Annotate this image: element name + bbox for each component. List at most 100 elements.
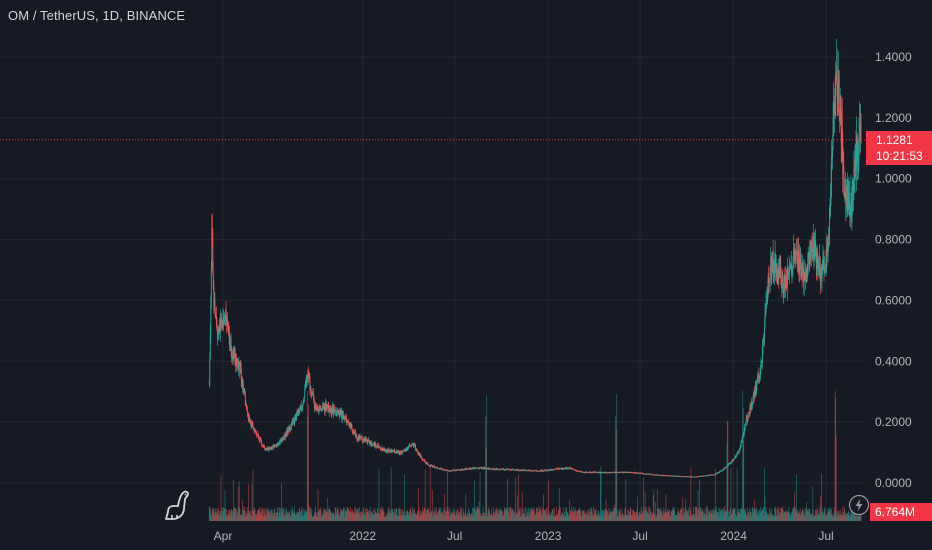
candle-body (788, 272, 790, 276)
volume-bar (241, 515, 243, 521)
volume-bar (692, 515, 694, 521)
candle-body (402, 450, 404, 452)
volume-bar (501, 510, 503, 521)
y-tick-label: 1.4000 (875, 50, 912, 64)
volume-bar (439, 507, 440, 521)
volume-bar (324, 513, 326, 521)
volume-bar (835, 435, 837, 521)
candle-body (393, 450, 395, 452)
candle-body (533, 470, 535, 472)
volume-bar (840, 509, 842, 521)
volume-bar (598, 510, 599, 521)
volume-bar (292, 510, 294, 521)
candle-body (322, 405, 324, 408)
volume-bar (723, 512, 725, 521)
volume-bar (839, 516, 841, 521)
candle-body (385, 450, 387, 452)
volume-bar (516, 514, 518, 521)
candle-body (477, 467, 478, 469)
candle-body (243, 389, 245, 394)
candle-body (220, 317, 221, 333)
volume-bar (659, 512, 661, 521)
volume-bar (345, 510, 347, 521)
volume-bar (302, 515, 304, 521)
volume-bar (572, 511, 573, 521)
candle-body (299, 407, 301, 410)
candle-body (846, 186, 848, 201)
volume-bar (620, 508, 622, 521)
volume-bar (510, 507, 511, 521)
volume-bar (705, 505, 707, 521)
candle-body (290, 427, 292, 430)
candle-body (380, 448, 382, 450)
volume-bar (529, 514, 531, 521)
candle-body (403, 449, 405, 451)
lightning-icon[interactable] (848, 494, 870, 516)
volume-bar (561, 512, 563, 521)
volume-bar (655, 516, 657, 521)
candle-body (537, 470, 539, 472)
candle-body (578, 470, 580, 472)
candle-body (562, 467, 564, 470)
volume-bar (676, 515, 678, 521)
candle-body (372, 443, 374, 445)
candle-body (622, 471, 624, 473)
candle-body (651, 474, 653, 475)
candle-body (513, 470, 515, 471)
volume-bar (215, 511, 217, 521)
volume-bar (444, 494, 445, 521)
candle-body (573, 469, 574, 470)
candle-body (498, 469, 500, 471)
volume-bar (639, 510, 641, 521)
volume-bar (843, 515, 845, 521)
candle-body (669, 475, 670, 477)
candle-body (349, 423, 350, 427)
volume-bar (547, 515, 549, 521)
volume-bar (440, 513, 441, 521)
volume-bar (275, 512, 277, 521)
volume-bar (617, 516, 619, 521)
volume-bar (569, 500, 570, 521)
candle-body (516, 469, 518, 471)
volume-bar (649, 508, 651, 521)
volume-bar (590, 511, 592, 521)
candle-body (459, 469, 461, 471)
volume-bar (258, 509, 259, 521)
volume-bar (327, 497, 329, 521)
volume-bar (629, 512, 631, 521)
volume-bar (652, 495, 654, 521)
volume-bar (319, 510, 321, 521)
volume-bar (534, 516, 536, 521)
candle-body (632, 472, 633, 474)
candle-body (711, 474, 713, 476)
candle-body (649, 474, 651, 476)
volume-bar (266, 507, 268, 521)
volume-bar (222, 511, 224, 521)
candle-body (539, 470, 541, 472)
symbol-title[interactable]: OM / TetherUS, 1D, BINANCE (8, 8, 186, 23)
volume-bar (543, 494, 544, 521)
volume-bar (545, 515, 547, 521)
candle-body (397, 451, 399, 453)
volume-bar (600, 466, 602, 521)
tradingview-dino-icon[interactable] (160, 488, 192, 522)
volume-bar (840, 515, 842, 521)
candle-body (793, 249, 794, 262)
candle-body (849, 212, 851, 215)
volume-bar (212, 507, 214, 521)
volume-bar (514, 510, 516, 521)
candle-body (493, 469, 495, 471)
candle-body (506, 468, 508, 470)
candle-body (263, 445, 265, 447)
volume-bar (681, 509, 683, 521)
candle-body (454, 469, 456, 471)
volume-bar (670, 516, 671, 521)
volume-bar (855, 516, 856, 521)
volume-bar (446, 511, 447, 521)
candle-body (646, 473, 648, 475)
volume-bar (311, 509, 313, 521)
candle-body (401, 451, 403, 454)
volume-bar (644, 511, 646, 521)
